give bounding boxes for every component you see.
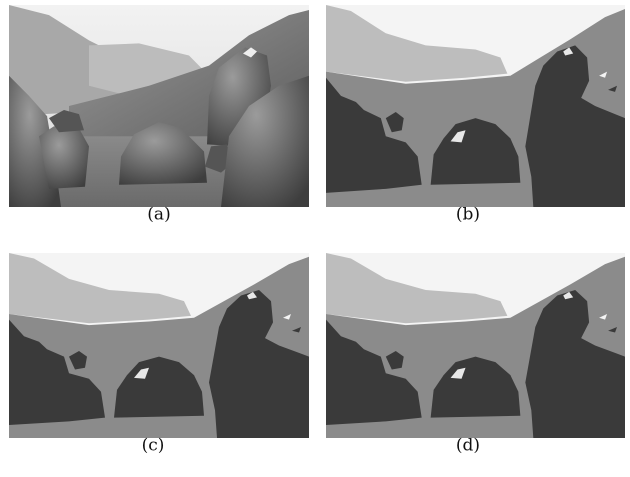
panel-label: (b) <box>456 205 480 225</box>
segmentation-image <box>9 253 309 438</box>
figure: (a) (b) (c) (d) <box>0 0 630 477</box>
panel-label: (a) <box>147 205 170 225</box>
segmentation-panel: (b) <box>326 5 625 225</box>
photo <box>9 5 309 207</box>
panel-label: (c) <box>142 436 165 456</box>
segmentation-image <box>326 253 625 438</box>
segmentation-panel: (d) <box>326 253 625 456</box>
page: (a) (b) (c) (d) (() => { const data = JS… <box>0 0 630 477</box>
panel-label: (d) <box>456 436 480 456</box>
segmentation-image <box>326 5 625 207</box>
segmentation-panel: (c) <box>9 253 309 456</box>
photo-panel: (a) <box>9 5 309 225</box>
